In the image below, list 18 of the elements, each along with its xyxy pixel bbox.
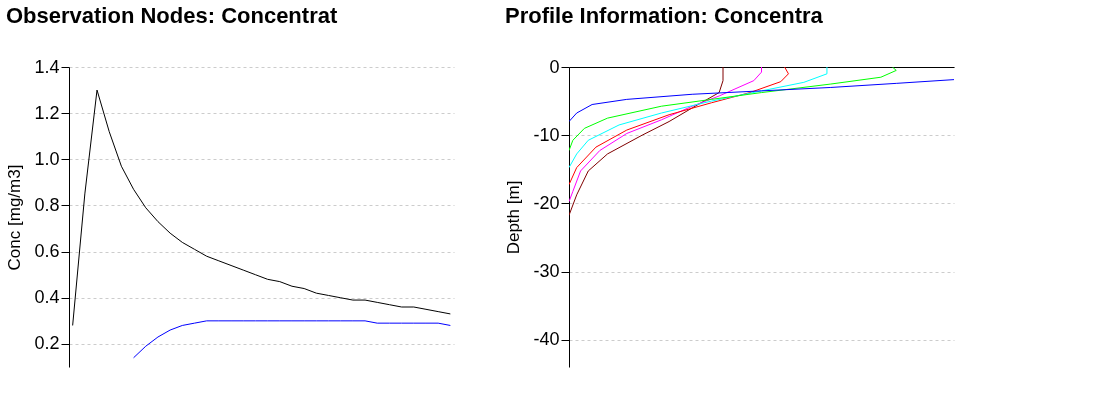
y-tick-label: -30 xyxy=(533,261,560,282)
y-tick-label: 0 xyxy=(549,56,560,77)
y-tick-label: -10 xyxy=(533,124,560,145)
line-series xyxy=(72,89,451,326)
chart-title: Observation Nodes: Concentrat xyxy=(5,3,338,28)
y-tick-label: -40 xyxy=(533,329,560,350)
y-tick-label: 0.2 xyxy=(34,333,60,354)
y-axis-title: Conc [mg/m3] xyxy=(5,164,25,271)
y-axis-title: Depth [m] xyxy=(504,180,524,255)
y-tick-label: 1.0 xyxy=(34,148,60,169)
y-tick-label: 0.6 xyxy=(34,241,60,262)
chart-title: Profile Information: Concentra xyxy=(504,3,824,28)
y-tick-label: 0.8 xyxy=(34,194,60,215)
line-series xyxy=(133,320,451,359)
y-tick-label: 0.4 xyxy=(34,287,60,308)
y-tick-label: 1.2 xyxy=(34,102,60,123)
y-tick-label: -20 xyxy=(533,192,560,213)
y-tick-label: 1.4 xyxy=(34,56,60,77)
